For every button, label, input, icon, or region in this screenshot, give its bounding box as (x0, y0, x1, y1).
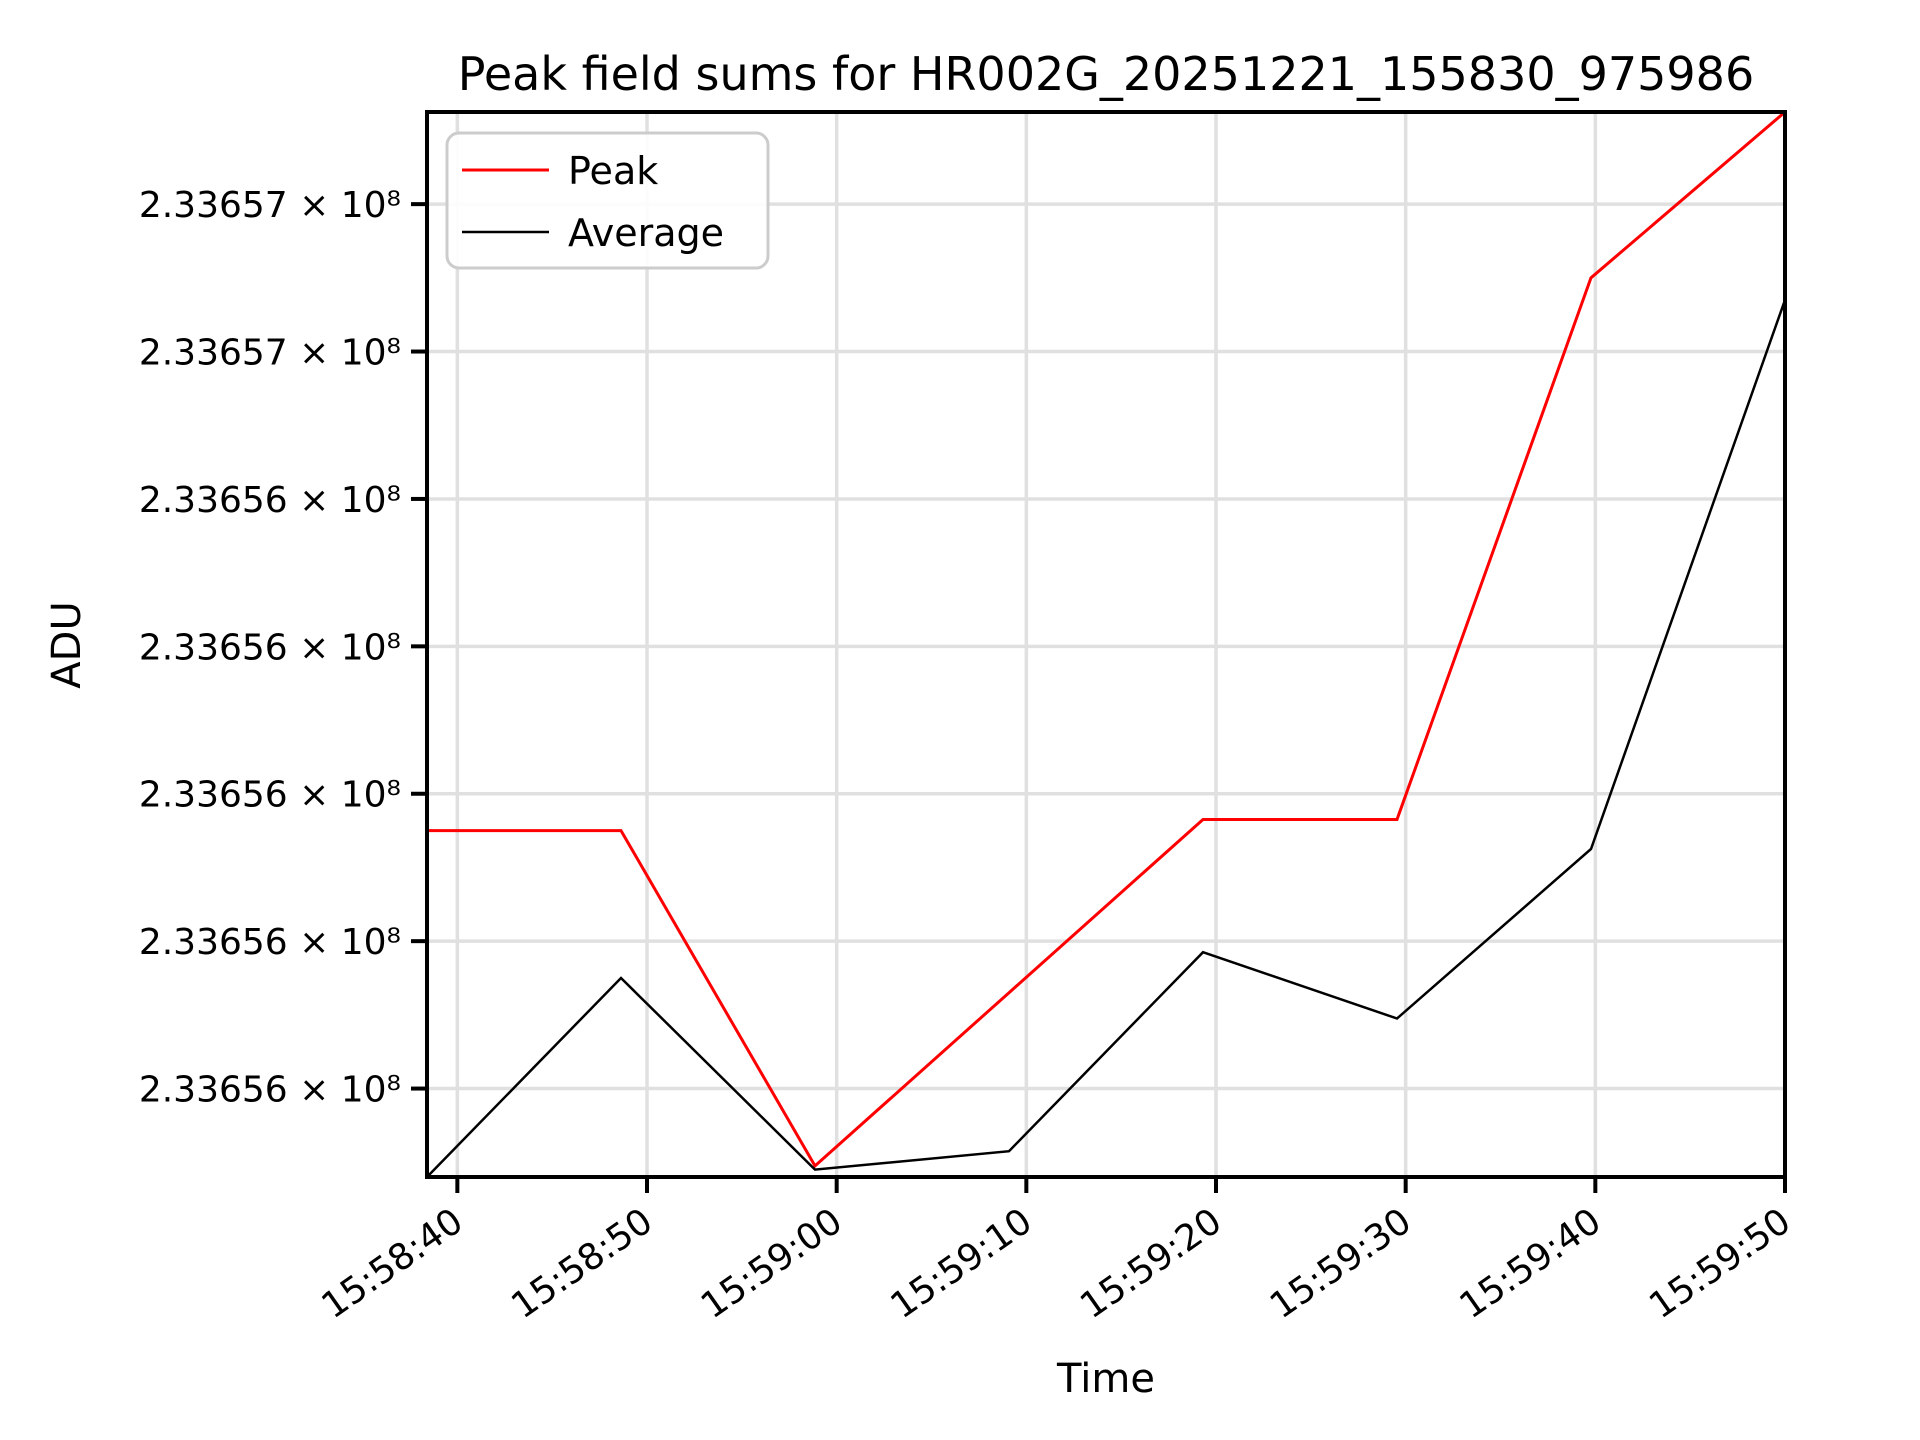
y-tick-label: 2.33656 × 10⁸ (139, 1070, 401, 1111)
x-tick-label: 15:59:40 (1453, 1201, 1609, 1327)
y-tick-label: 2.33656 × 10⁸ (139, 775, 401, 816)
legend: Peak Average (445, 131, 770, 270)
legend-peak-label: Peak (568, 149, 658, 193)
legend-frame (445, 131, 770, 270)
x-tick-label: 15:58:50 (504, 1201, 660, 1327)
series-line-peak (427, 110, 1786, 1169)
x-tick-label: 15:59:30 (1263, 1201, 1419, 1327)
x-tick-label: 15:59:50 (1642, 1201, 1798, 1327)
chart-title: Peak field sums for HR002G_20251221_1558… (458, 47, 1754, 101)
x-tick-label: 15:59:00 (694, 1201, 850, 1327)
gridlines (427, 112, 1787, 1177)
x-tick-label: 15:59:10 (884, 1201, 1040, 1327)
plot-frame (425, 110, 1787, 1179)
legend-average-label: Average (568, 211, 724, 255)
y-tick-label: 2.33656 × 10⁸ (139, 480, 401, 521)
y-tick-label: 2.33656 × 10⁸ (139, 627, 401, 668)
x-tick-labels: 15:58:40 15:58:50 15:59:00 15:59:10 15:59:20… (315, 1201, 1799, 1327)
y-tick-label: 2.33657 × 10⁸ (139, 333, 401, 374)
x-tick-label: 15:58:40 (315, 1201, 471, 1327)
axis-ticks (411, 202, 1787, 1193)
y-axis-label: ADU (44, 601, 90, 688)
x-tick-label: 15:59:20 (1073, 1201, 1229, 1327)
data-series (426, 110, 1787, 1178)
y-tick-label: 2.33657 × 10⁸ (139, 185, 401, 226)
x-axis-label: Time (1056, 1356, 1155, 1402)
y-tick-labels: 2.33657 × 10⁸ 2.33657 × 10⁸ 2.33656 × 10⁸ 2… (139, 185, 401, 1110)
y-tick-label: 2.33656 × 10⁸ (139, 922, 401, 963)
series-line-average (426, 299, 1787, 1178)
